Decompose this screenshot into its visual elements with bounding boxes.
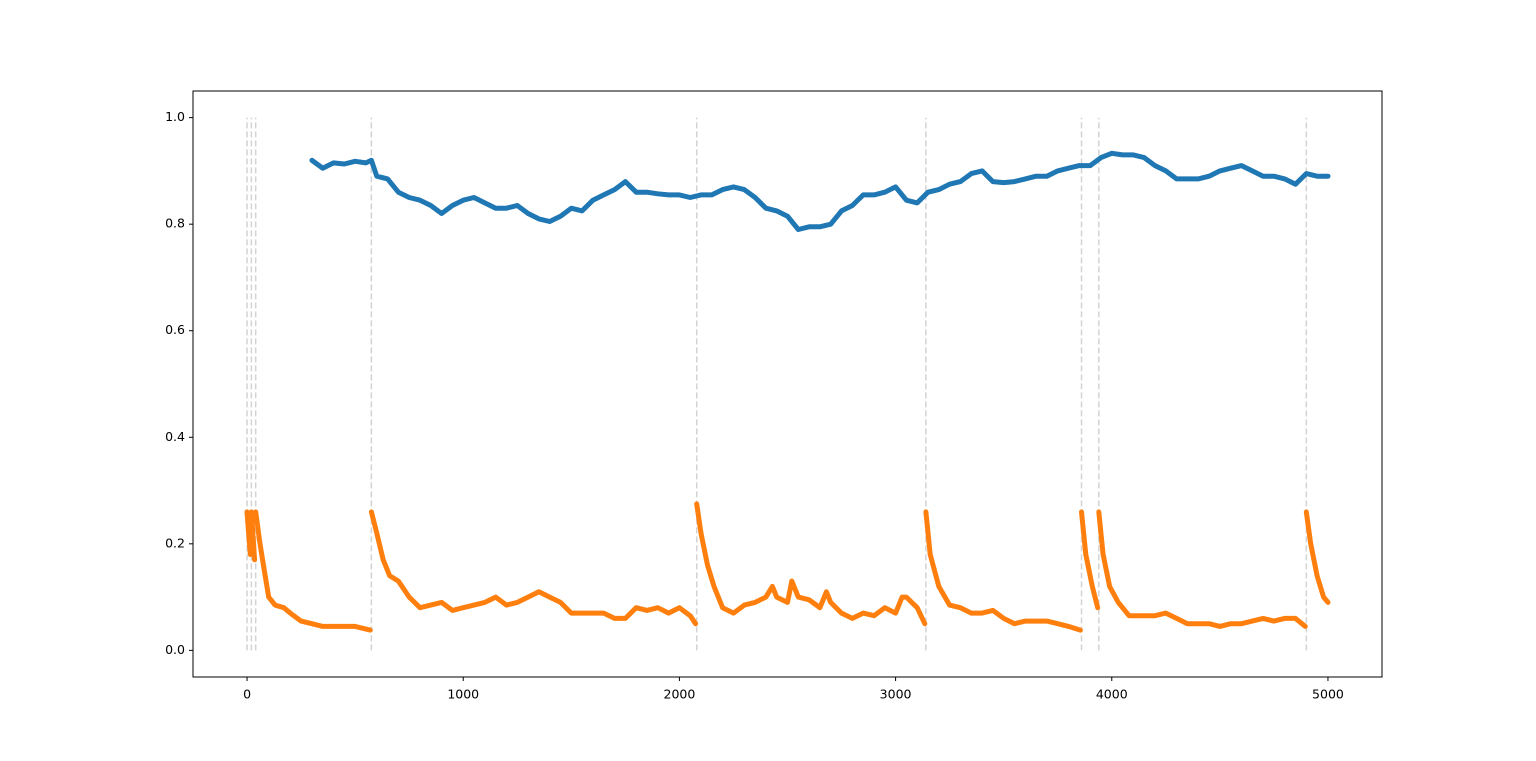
x-tick-label: 3000 bbox=[880, 687, 912, 702]
y-tick-label: 0.4 bbox=[165, 429, 185, 444]
x-tick-label: 5000 bbox=[1312, 687, 1344, 702]
y-tick-label: 0.8 bbox=[165, 216, 185, 231]
x-tick-label: 1000 bbox=[447, 687, 479, 702]
y-tick-label: 0.0 bbox=[165, 642, 185, 657]
y-tick-label: 0.2 bbox=[165, 535, 185, 550]
plot-area bbox=[244, 117, 1331, 651]
series-line bbox=[244, 501, 1331, 633]
y-tick-label: 0.6 bbox=[165, 322, 185, 337]
series-line bbox=[309, 150, 1331, 232]
x-tick-label: 2000 bbox=[664, 687, 696, 702]
x-tick-label: 0 bbox=[243, 687, 251, 702]
axes-frame bbox=[192, 90, 1383, 678]
y-tick-label: 1.0 bbox=[165, 109, 185, 124]
x-tick-label: 4000 bbox=[1096, 687, 1128, 702]
